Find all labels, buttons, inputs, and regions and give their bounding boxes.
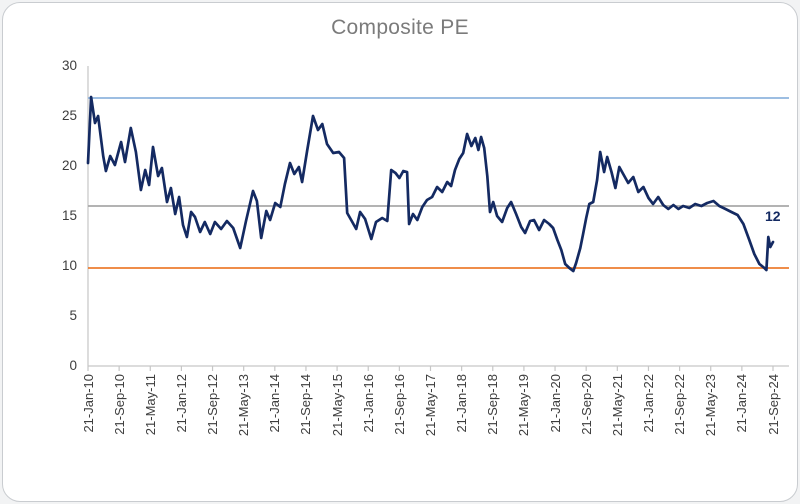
x-axis-tick-label: 21-Jan-18 (454, 374, 470, 433)
x-axis-tick-label: 21-Sep-22 (672, 374, 688, 435)
y-axis-tick-label: 20 (61, 158, 77, 173)
y-axis-tick-label: 25 (61, 108, 77, 123)
composite-pe-chart (86, 66, 789, 371)
chart-title: Composite PE (331, 16, 469, 39)
x-axis-tick-label: 21-Jan-12 (173, 374, 189, 433)
y-axis-tick-label: 0 (69, 358, 77, 373)
x-axis-tick-label: 21-May-23 (703, 374, 719, 437)
x-axis-tick-label: 21-Jan-10 (80, 374, 96, 433)
end-value-label: 12 (765, 208, 781, 224)
x-axis-tick-label: 21-Sep-10 (111, 374, 127, 435)
x-axis-tick-label: 21-May-15 (329, 374, 345, 437)
x-axis-tick-label: 21-May-21 (609, 374, 625, 437)
y-axis-tick-label: 5 (69, 308, 77, 323)
x-axis-tick-label: 21-Sep-16 (391, 374, 407, 435)
x-axis-tick-label: 21-Sep-18 (485, 374, 501, 435)
y-axis-tick-label: 30 (61, 58, 77, 73)
x-axis-tick-label: 21-Sep-20 (578, 374, 594, 435)
x-axis-tick-label: 21-Jan-16 (360, 374, 376, 433)
x-axis-tick-label: 21-May-17 (423, 374, 438, 437)
x-axis-tick-label: 21-Jan-24 (734, 374, 750, 433)
composite-pe-series-line (86, 95, 775, 273)
y-axis-tick-label: 15 (61, 208, 77, 223)
x-axis-tick-label: 21-May-11 (142, 374, 158, 436)
x-axis-tick-label: 21-Sep-12 (205, 374, 221, 435)
x-axis-tick-label: 21-May-19 (516, 374, 532, 437)
x-axis-tick-label: 21-Jan-20 (547, 374, 563, 433)
x-axis-tick-label: 21-May-13 (236, 374, 252, 437)
x-axis-tick-label: 21-Sep-24 (765, 374, 781, 435)
x-axis-tick-label: 21-Jan-14 (267, 374, 283, 433)
y-axis-tick-label: 10 (61, 258, 77, 273)
x-axis-tick-label: 21-Jan-22 (640, 374, 656, 433)
x-axis-tick-label: 21-Sep-14 (298, 374, 314, 435)
